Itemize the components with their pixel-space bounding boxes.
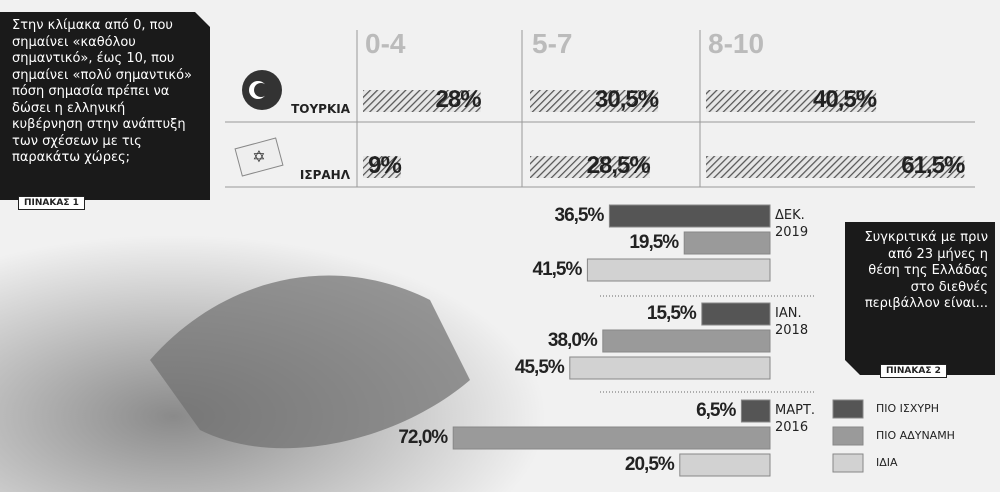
column-header: 8-10	[708, 28, 765, 59]
bar	[530, 90, 659, 112]
value-label: 40,5%	[813, 86, 877, 113]
value-label: 9%	[368, 152, 402, 179]
value-label: 38,0%	[547, 330, 598, 351]
country-label: ΤΟΥΡΚΙΑ	[291, 102, 350, 116]
bar	[602, 329, 771, 353]
table-lines	[225, 30, 975, 188]
bar	[740, 399, 771, 423]
category-label: ΜΑΡΤ. 2016	[775, 403, 816, 435]
bar	[608, 204, 771, 228]
legend-swatch	[832, 426, 864, 446]
legend-label: ΠΙΟ ΑΔΥΝΑΜΗ	[876, 429, 955, 442]
value-label: 6,5%	[696, 400, 736, 421]
table-label: ΠΙΝΑΚΑΣ 2	[880, 364, 947, 378]
value-label: 30,5%	[595, 86, 659, 113]
value-label: 36,5%	[554, 205, 605, 226]
country-label: ΙΣΡΑΗΛ	[299, 168, 350, 182]
column-header: 0-4	[365, 28, 406, 59]
value-label: 28,5%	[586, 152, 651, 179]
legend-label: ΙΔΙΑ	[876, 456, 898, 469]
question-text: Στην κλίμακα από 0, που σημαίνει «καθόλο…	[12, 18, 192, 165]
value-label: 28%	[435, 86, 482, 113]
value-label: 20,5%	[624, 454, 675, 475]
bar	[452, 426, 771, 450]
svg-text:✡: ✡	[252, 147, 265, 166]
legend-swatch	[832, 453, 864, 473]
bar	[679, 453, 771, 477]
bar	[363, 90, 481, 112]
table-label: ΠΙΝΑΚΑΣ 1	[18, 196, 85, 210]
bar	[683, 231, 771, 255]
legend-swatch	[832, 399, 864, 419]
value-label: 45,5%	[514, 357, 565, 378]
bar	[530, 156, 650, 178]
category-label: ΙΑΝ. 2018	[775, 306, 809, 338]
handshake-shape	[150, 275, 470, 449]
value-label: 41,5%	[532, 259, 583, 280]
legend-label: ΠΙΟ ΙΣΧΥΡΗ	[876, 402, 940, 415]
bar	[363, 156, 401, 178]
category-label: ΔΕΚ. 2019	[775, 208, 809, 240]
bar	[586, 258, 771, 282]
question-text: Συγκριτικά με πριν από 23 μήνες η θέση τ…	[864, 230, 989, 311]
value-label: 19,5%	[629, 232, 679, 253]
bar	[706, 90, 877, 112]
bar	[569, 356, 771, 380]
column-header: 5-7	[532, 28, 573, 59]
bar	[701, 302, 771, 326]
value-label: 15,5%	[646, 303, 697, 324]
bar	[706, 156, 965, 178]
question-box	[845, 222, 995, 375]
value-label: 72,0%	[398, 427, 448, 448]
value-label: 61,5%	[901, 152, 965, 179]
question-box	[0, 12, 210, 200]
israel-flag-icon	[234, 137, 284, 177]
